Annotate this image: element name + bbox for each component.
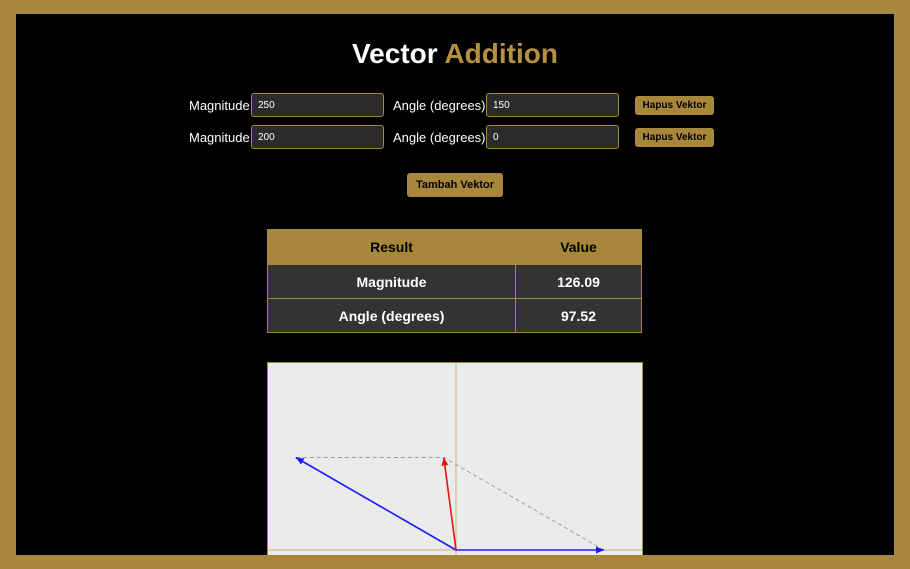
header-value: Value	[515, 229, 642, 265]
row-label: Magnitude	[267, 264, 516, 299]
resultant-arrow-head	[441, 457, 449, 466]
row-value: 126.09	[515, 264, 642, 299]
row-label: Angle (degrees)	[267, 298, 516, 333]
magnitude-label: Magnitude:	[189, 98, 254, 113]
angle-label: Angle (degrees):	[393, 130, 490, 145]
vector-row: Magnitude: Angle (degrees): Hapus Vektor	[16, 93, 894, 119]
row-value: 97.52	[515, 298, 642, 333]
angle-input[interactable]	[486, 125, 619, 149]
vector-arrow-1	[295, 456, 457, 551]
remove-vector-button[interactable]: Hapus Vektor	[635, 96, 714, 115]
magnitude-input[interactable]	[251, 125, 384, 149]
table-header-row: Result Value	[267, 229, 642, 265]
helper-line	[443, 457, 605, 551]
vector-row: Magnitude: Angle (degrees): Hapus Vektor	[16, 125, 894, 151]
vector-plot	[268, 363, 642, 555]
vector-arrow-2-head	[596, 546, 604, 554]
app-frame: Vector Addition Magnitude: Angle (degree…	[16, 14, 894, 555]
page-title: Vector Addition	[16, 36, 894, 72]
angle-label: Angle (degrees):	[393, 98, 490, 113]
table-row: Magnitude 126.09	[267, 264, 642, 299]
add-vector-button[interactable]: Tambah Vektor	[407, 173, 503, 197]
resultant-arrow	[442, 457, 457, 551]
header-result: Result	[267, 229, 516, 265]
remove-vector-button[interactable]: Hapus Vektor	[635, 128, 714, 147]
vector-canvas	[267, 362, 643, 555]
angle-input[interactable]	[486, 93, 619, 117]
result-table: Result Value Magnitude 126.09 Angle (deg…	[267, 229, 642, 333]
title-main: Vector	[352, 38, 438, 69]
vector-arrow-1-head	[295, 457, 305, 465]
table-row: Angle (degrees) 97.52	[267, 298, 642, 333]
title-accent: Addition	[444, 38, 558, 69]
magnitude-input[interactable]	[251, 93, 384, 117]
magnitude-label: Magnitude:	[189, 130, 254, 145]
